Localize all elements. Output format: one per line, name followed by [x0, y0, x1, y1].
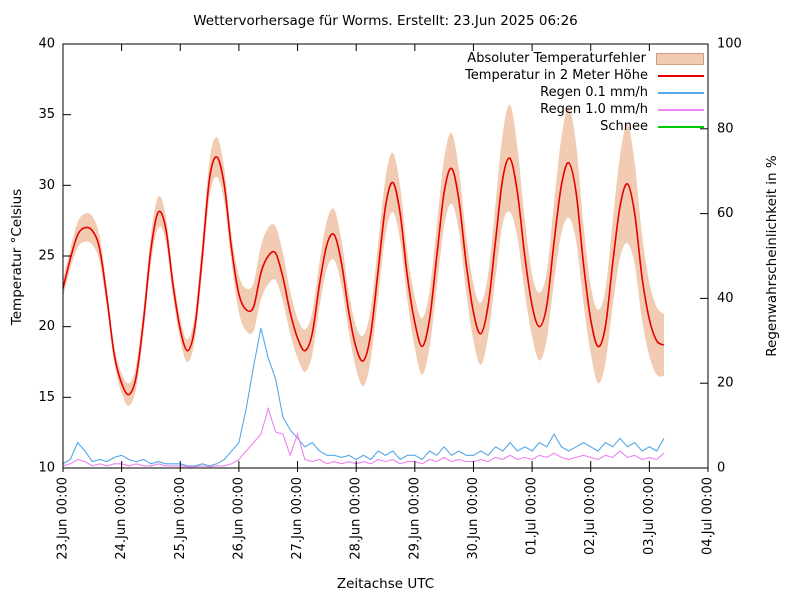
- legend-swatch-snow: [658, 125, 704, 128]
- legend-item-temperature: Temperatur in 2 Meter Höhe: [465, 69, 704, 82]
- legend-label-rain-10: Regen 1.0 mm/h: [540, 102, 648, 117]
- chart-title: Wettervorhersage für Worms. Erstellt: 23…: [193, 13, 578, 29]
- y-right-tick-label: 60: [717, 206, 734, 221]
- legend-swatch-rain-01: [658, 91, 704, 94]
- legend-item-rain-01: Regen 0.1 mm/h: [465, 86, 704, 99]
- y-right-tick-label: 100: [717, 37, 742, 52]
- x-tick-label: 04.Jul 00:00: [701, 477, 716, 555]
- legend-label-snow: Schnee: [600, 119, 648, 134]
- legend-swatch-rain-10: [658, 108, 704, 111]
- x-tick-label: 30.Jun 00:00: [466, 477, 481, 560]
- x-tick-label: 28.Jun 00:00: [349, 477, 364, 560]
- x-axis-title: Zeitachse UTC: [336, 576, 435, 592]
- x-tick-label: 24.Jun 00:00: [114, 477, 129, 560]
- x-tick-label: 26.Jun 00:00: [231, 477, 246, 560]
- x-tick-label: 03.Jul 00:00: [642, 477, 657, 555]
- y-left-tick-label: 15: [38, 390, 55, 405]
- x-tick-label: 27.Jun 00:00: [290, 477, 305, 560]
- legend-label-temperature-error: Absoluter Temperaturfehler: [467, 51, 646, 66]
- y-right-tick-label: 0: [717, 461, 725, 476]
- legend-label-temperature: Temperatur in 2 Meter Höhe: [465, 68, 648, 83]
- y-axis-left-title: Temperatur °Celsius: [9, 188, 25, 326]
- x-tick-label: 23.Jun 00:00: [56, 477, 71, 560]
- y-left-tick-label: 25: [38, 249, 55, 264]
- temperature-error-band: [63, 104, 664, 406]
- legend-item-rain-10: Regen 1.0 mm/h: [465, 103, 704, 116]
- x-tick-label: 29.Jun 00:00: [407, 477, 422, 560]
- rain-10-line: [62, 406, 665, 468]
- legend-swatch-temperature: [658, 74, 704, 77]
- x-tick-label: 01.Jul 00:00: [525, 477, 540, 555]
- y-left-tick-label: 20: [38, 319, 55, 334]
- y-left-tick-label: 10: [38, 461, 55, 476]
- y-left-tick-label: 30: [38, 178, 55, 193]
- legend-label-rain-01: Regen 0.1 mm/h: [540, 85, 648, 100]
- legend-item-snow: Schnee: [465, 120, 704, 133]
- legend-item-temperature-error: Absoluter Temperaturfehler: [465, 52, 704, 65]
- y-right-tick-label: 20: [717, 376, 734, 391]
- rain-01-line: [62, 327, 665, 467]
- y-right-tick-label: 80: [717, 121, 734, 136]
- x-tick-label: 02.Jul 00:00: [583, 477, 598, 555]
- x-tick-label: 25.Jun 00:00: [173, 477, 188, 560]
- y-left-tick-label: 40: [38, 37, 55, 52]
- temperature-line: [62, 156, 665, 396]
- y-right-tick-label: 40: [717, 291, 734, 306]
- legend-swatch-temperature-error: [656, 52, 704, 65]
- y-axis-right-title: Regenwahrscheinlichkeit in %: [764, 155, 780, 357]
- legend: Absoluter Temperaturfehler Temperatur in…: [465, 52, 704, 137]
- y-left-tick-label: 35: [38, 107, 55, 122]
